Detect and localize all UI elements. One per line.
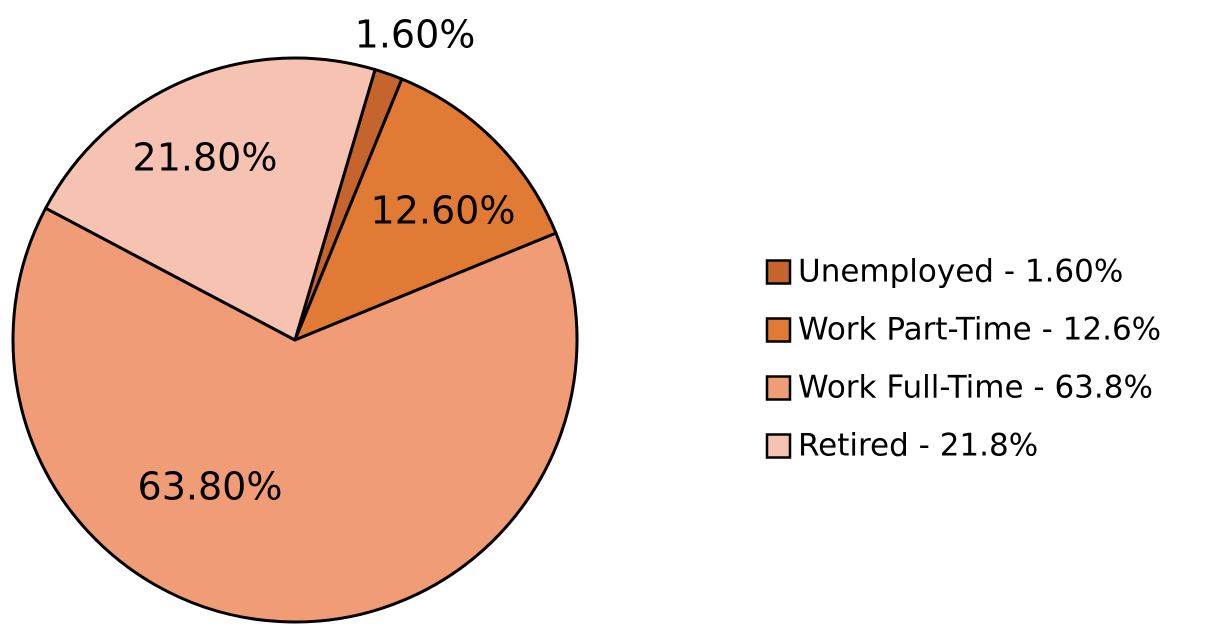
slice-label: 63.80%	[138, 465, 283, 509]
pie-slice	[44, 56, 377, 342]
legend-swatch	[765, 259, 792, 285]
legend-swatch	[765, 433, 792, 459]
pie-slice	[11, 206, 579, 624]
legend-swatch	[765, 317, 792, 343]
legend-swatch	[765, 375, 792, 401]
legend-label: Work Part-Time - 12.6%	[798, 312, 1161, 348]
slice-label: 21.80%	[133, 136, 278, 180]
legend-label: Work Full-Time - 63.8%	[798, 370, 1153, 406]
slice-label: 12.60%	[371, 189, 516, 233]
pie-slice	[293, 77, 558, 342]
legend-label: Unemployed - 1.60%	[798, 254, 1123, 290]
slice-label: 1.60%	[355, 13, 476, 57]
legend-label: Retired - 21.8%	[798, 428, 1038, 464]
